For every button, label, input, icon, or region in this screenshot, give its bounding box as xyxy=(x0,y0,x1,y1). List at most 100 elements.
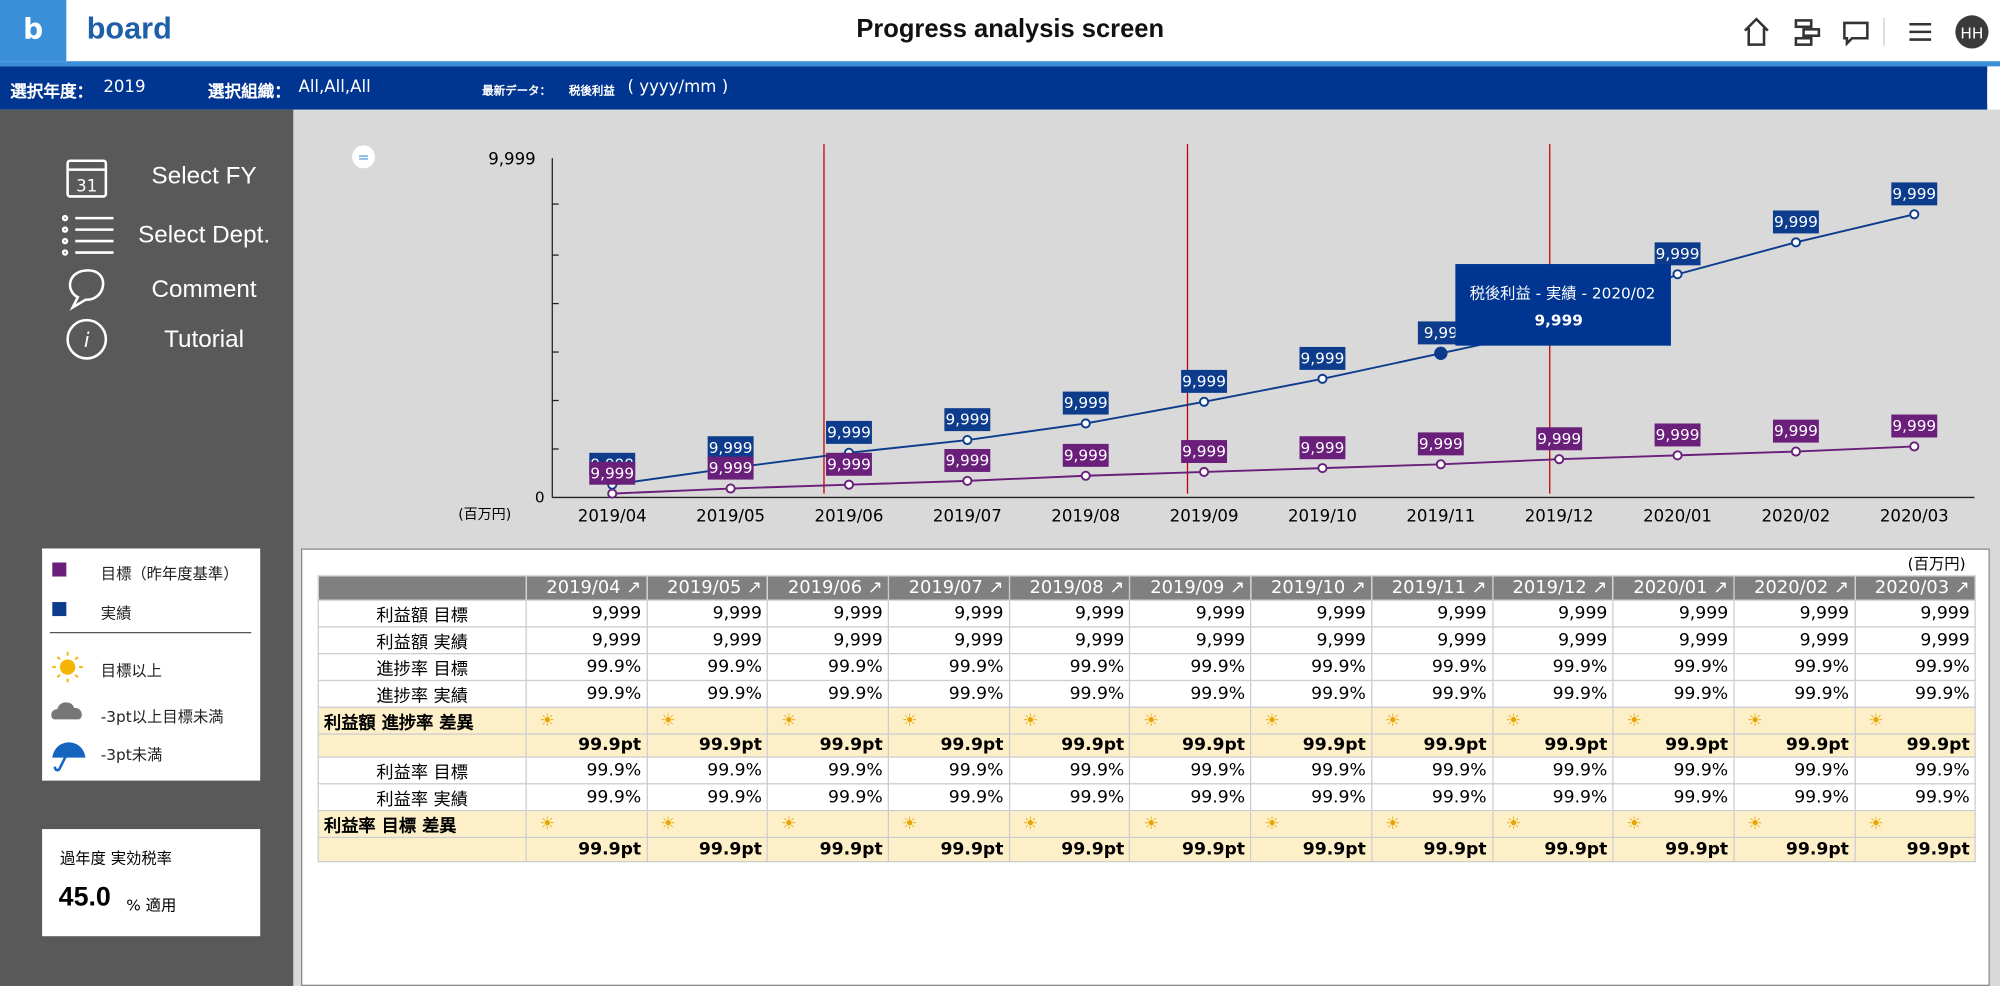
point xyxy=(1080,470,1091,481)
column-header[interactable]: 2019/05 ↗ xyxy=(646,575,769,601)
cell: 9,999 xyxy=(1129,625,1252,654)
column-header[interactable]: 2019/08 ↗ xyxy=(1008,575,1131,601)
x-tick-label: 2019/05 xyxy=(696,507,765,526)
cell: 9,999 xyxy=(1612,598,1735,627)
comment-icon[interactable] xyxy=(68,269,105,311)
status-icon: ☀ xyxy=(646,809,769,839)
cell: 99.9% xyxy=(1008,652,1131,681)
cell: 99.9% xyxy=(1008,756,1131,785)
column-header[interactable]: 2019/04 ↗ xyxy=(525,575,648,601)
chart-menu-glyph: = xyxy=(358,150,370,166)
cell: 99.9pt xyxy=(1612,732,1735,758)
data-label: 9,999 xyxy=(945,411,989,429)
row-label: 利益額 目標 xyxy=(317,598,527,627)
status-icon: ☀ xyxy=(887,705,1010,735)
legend-label: 目標（昨年度基準） xyxy=(100,565,239,583)
avatar[interactable] xyxy=(1955,15,1989,49)
calendar-icon[interactable] xyxy=(66,159,108,198)
status-icon: ☀ xyxy=(1370,809,1493,839)
x-tick-label: 2019/09 xyxy=(1170,507,1239,526)
cell: 99.9pt xyxy=(1129,732,1252,758)
info-icon[interactable] xyxy=(66,318,108,360)
cell: 9,999 xyxy=(525,625,648,654)
cell: 99.9% xyxy=(1250,783,1373,812)
column-header[interactable]: 2020/01 ↗ xyxy=(1612,575,1735,601)
cell: 9,999 xyxy=(1491,598,1614,627)
header-cell xyxy=(317,575,527,601)
filter-value[interactable]: All,All,All xyxy=(298,77,371,97)
cell: 99.9% xyxy=(887,756,1010,785)
status-icon: ☀ xyxy=(1129,809,1252,839)
cell: 99.9% xyxy=(887,679,1010,708)
filter-value[interactable]: 2019 xyxy=(103,77,146,97)
tree-icon[interactable] xyxy=(1794,19,1821,46)
data-label-box xyxy=(707,456,754,480)
cell: 9,999 xyxy=(1129,598,1252,627)
legend-label: -3pt以上目標未満 xyxy=(100,707,224,726)
cell: 99.9% xyxy=(1129,652,1252,681)
expand-tab[interactable] xyxy=(1987,72,2000,104)
data-label: 9,999 xyxy=(827,455,871,473)
cell: 99.9% xyxy=(525,679,648,708)
column-header[interactable]: 2019/06 ↗ xyxy=(767,575,890,601)
column-header[interactable]: 2019/11 ↗ xyxy=(1370,575,1493,601)
cell: 9,999 xyxy=(1854,598,1977,627)
cell: 99.9% xyxy=(1250,756,1373,785)
cell: 99.9% xyxy=(1612,756,1735,785)
cell: 99.9% xyxy=(1370,756,1493,785)
menu-item[interactable]: Tutorial xyxy=(164,326,245,354)
home-icon[interactable] xyxy=(1743,17,1769,46)
cell: 9,999 xyxy=(1370,598,1493,627)
cell: 99.9% xyxy=(646,756,769,785)
data-label-box xyxy=(1417,321,1464,345)
cell: 99.9pt xyxy=(1250,732,1373,758)
menu-item[interactable]: Comment xyxy=(151,276,257,304)
menu-item[interactable]: Select FY xyxy=(151,163,257,191)
data-label: 9,999 xyxy=(709,459,753,477)
point xyxy=(1434,346,1448,361)
menu-item[interactable]: Select Dept. xyxy=(138,221,271,249)
series-line xyxy=(612,213,1915,486)
point xyxy=(1672,269,1683,280)
point xyxy=(1554,454,1565,465)
chat-icon[interactable] xyxy=(1843,21,1869,47)
cell: 99.9% xyxy=(1733,652,1856,681)
point xyxy=(725,483,736,494)
row-label xyxy=(317,836,527,862)
point xyxy=(962,475,973,486)
x-tick-label: 2019/12 xyxy=(1525,507,1594,526)
status-icon: ☀ xyxy=(1854,705,1977,735)
kpi-label: 過年度 実効税率 xyxy=(59,849,172,868)
filter-bar: 選択年度： 2019 選択組織： All,All,All 最新データ： 税後利益… xyxy=(0,66,1988,110)
logo[interactable]: b xyxy=(0,0,67,62)
header-row: 2019/04 ↗ 2019/05 ↗ 2019/06 ↗ 2019/07 ↗ 2019… xyxy=(317,575,1977,601)
cell: 99.9% xyxy=(1612,679,1735,708)
column-header[interactable]: 2019/07 ↗ xyxy=(887,575,1010,601)
point xyxy=(843,479,855,490)
chart-menu[interactable] xyxy=(352,145,375,169)
column-header[interactable]: 2019/09 ↗ xyxy=(1129,575,1252,601)
data-label: 9,999 xyxy=(1301,350,1345,368)
filter-label: 最新データ： xyxy=(482,85,552,99)
header-icons: HH xyxy=(1743,15,1989,49)
list-icon[interactable] xyxy=(61,214,114,256)
column-header[interactable]: 2020/03 ↗ xyxy=(1854,575,1977,601)
cell: 9,999 xyxy=(767,598,890,627)
status-icon: ☀ xyxy=(1129,705,1252,735)
data-label-box xyxy=(1181,440,1228,464)
data-label-box xyxy=(944,448,991,472)
cell: 99.9% xyxy=(1491,679,1614,708)
status-icon: ☀ xyxy=(1612,705,1735,735)
cell: 9,999 xyxy=(1250,625,1373,654)
menu-icon[interactable] xyxy=(1909,22,1932,41)
data-label-box xyxy=(1299,346,1346,370)
table-row: 進捗率 目標 99.9% 99.9% 99.9% 99.9% 99.9% 99.9% 99.9… xyxy=(317,652,1977,681)
status-icon: ☀ xyxy=(1491,705,1614,735)
kpi-value: 45.0 xyxy=(58,882,111,912)
row-label: 利益額 進捗率 差異 xyxy=(317,705,527,735)
column-header[interactable]: 2020/02 ↗ xyxy=(1733,575,1856,601)
column-header[interactable]: 2019/10 ↗ xyxy=(1250,575,1373,601)
data-label-box xyxy=(1891,414,1938,438)
cell: 9,999 xyxy=(646,598,769,627)
column-header[interactable]: 2019/12 ↗ xyxy=(1491,575,1614,601)
